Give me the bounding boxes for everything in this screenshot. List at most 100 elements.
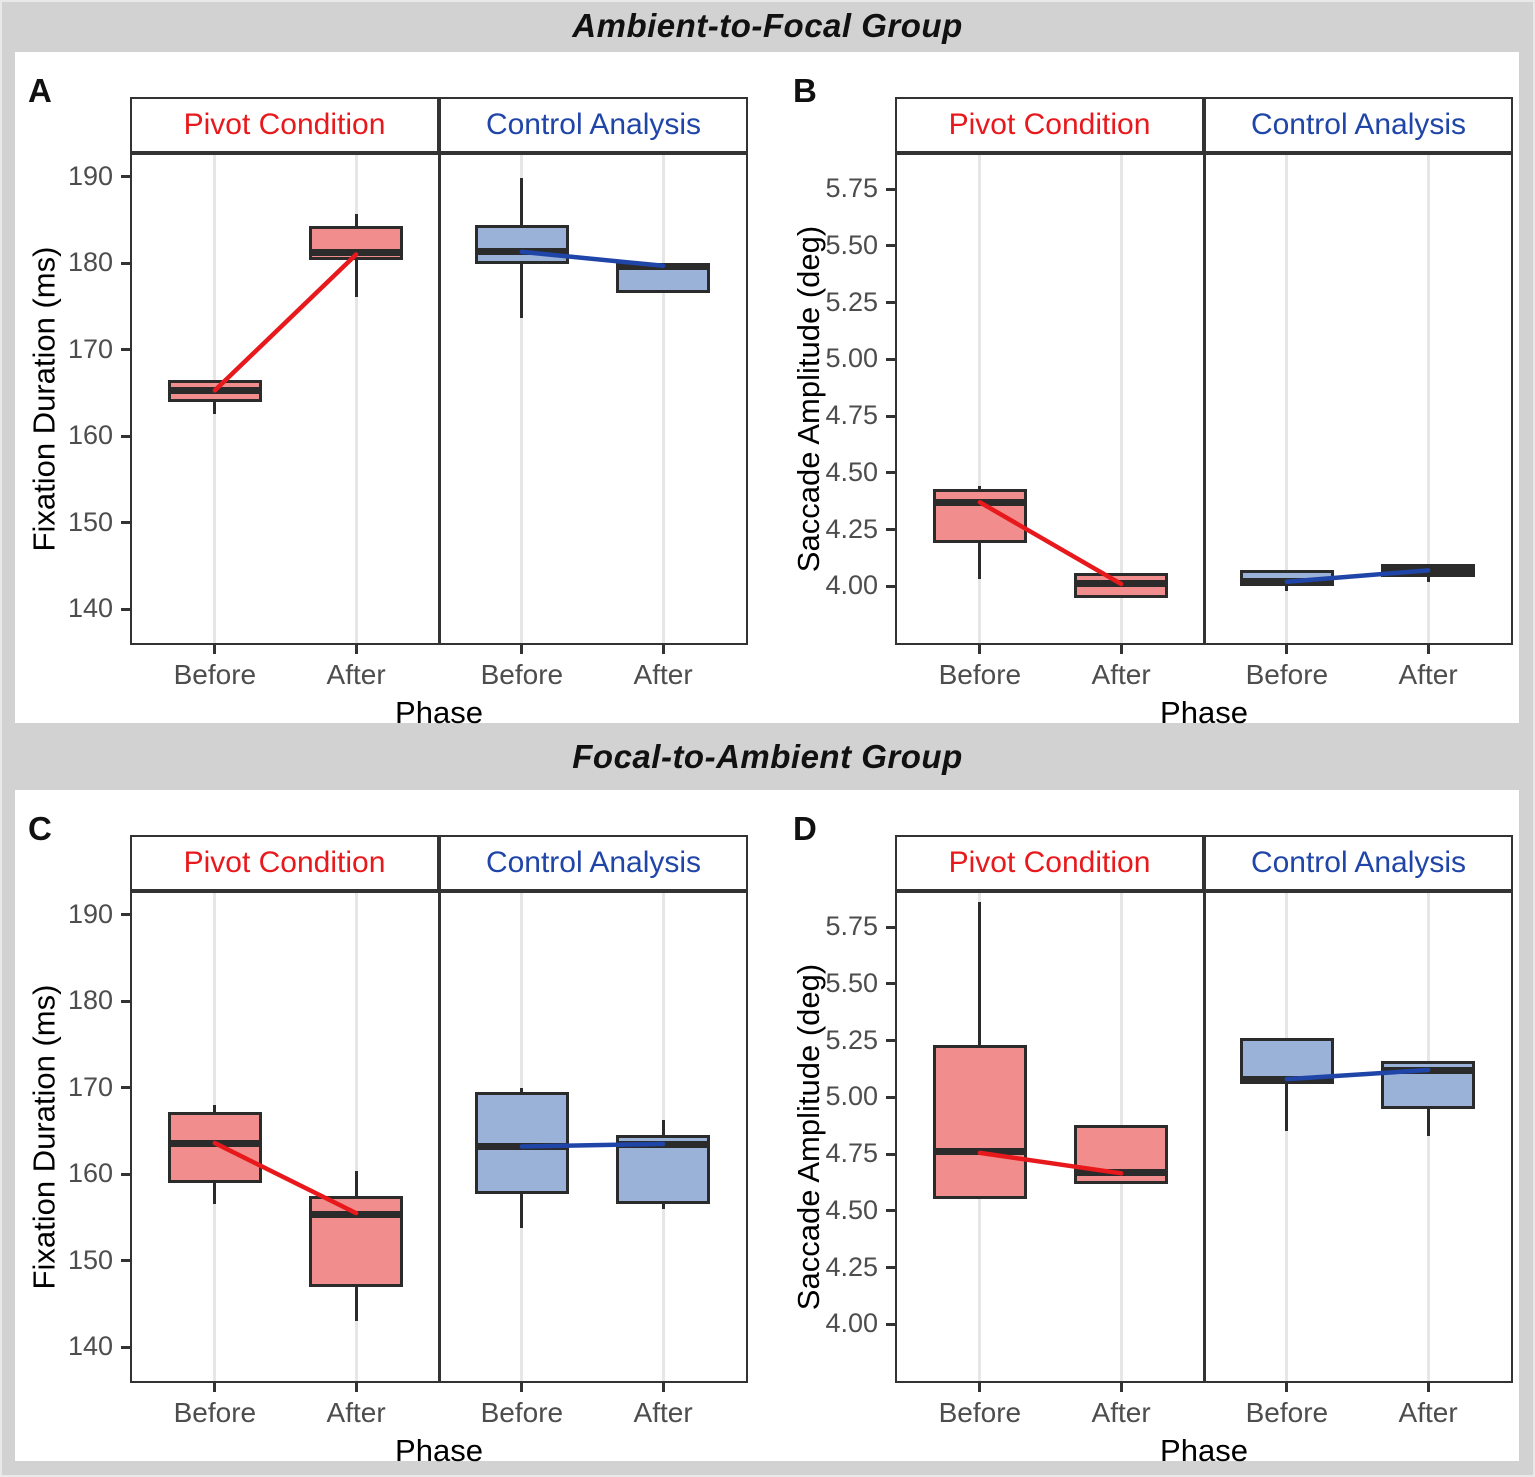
x-tick-label-before: Before	[480, 1397, 564, 1428]
facet-strip-label: Pivot Condition	[948, 108, 1151, 141]
box-before	[932, 1045, 1027, 1200]
x-tick-label-before: Before	[173, 659, 257, 690]
x-tick-label-before: Before	[938, 1397, 1022, 1428]
y-tick-mark	[121, 1086, 130, 1090]
x-tick-mark	[661, 1383, 665, 1392]
facet-strip-label: Control Analysis	[1250, 108, 1467, 141]
facet-strip-label: Pivot Condition	[948, 846, 1151, 879]
y-tick-label: 5.00	[825, 1081, 878, 1112]
facet-strip-control: Control Analysis	[439, 97, 748, 153]
y-tick-label: 150	[67, 506, 113, 537]
gridline-before	[1285, 155, 1289, 643]
y-tick-label: 180	[67, 985, 113, 1016]
x-tick-label-before: Before	[1245, 659, 1329, 690]
facet-strip-control: Control Analysis	[1204, 835, 1513, 891]
figure-card-bottom: C Fixation Duration (ms) Pivot Condition Co…	[15, 790, 1519, 1468]
y-tick-mark	[886, 301, 895, 305]
y-tick-label: 140	[67, 1331, 113, 1362]
y-tick-label: 5.25	[825, 1024, 878, 1055]
y-axis-title-text: Fixation Duration (ms)	[26, 246, 62, 552]
facet-control	[1204, 893, 1511, 1381]
figure-card-top: A Fixation Duration (ms) Pivot Condition Co…	[15, 52, 1519, 730]
facet-pivot	[132, 893, 439, 1381]
y-tick-mark	[121, 999, 130, 1003]
gridline-before	[978, 155, 982, 643]
x-tick-mark	[354, 1383, 358, 1392]
upper-whisker	[213, 1104, 217, 1112]
panel-letter-C: C	[28, 810, 52, 847]
y-tick-label: 4.75	[825, 1138, 878, 1169]
y-tick-mark	[121, 607, 130, 611]
y-tick-label: 4.25	[825, 1251, 878, 1282]
x-tick-mark	[520, 645, 524, 654]
x-tick-mark	[213, 645, 217, 654]
y-tick-label: 190	[67, 160, 113, 191]
y-tick-label: 140	[67, 593, 113, 624]
x-axis-title: Phase	[1160, 1433, 1248, 1468]
y-tick-mark	[121, 913, 130, 917]
x-tick-label-after: After	[633, 659, 693, 690]
y-tick-mark	[886, 1095, 895, 1099]
lower-whisker	[1426, 577, 1430, 582]
x-axis-title: Phase	[395, 1433, 483, 1468]
upper-whisker	[978, 486, 982, 489]
y-tick-mark	[121, 348, 130, 352]
facet-strip-label: Pivot Condition	[183, 846, 386, 879]
lower-whisker	[354, 1286, 358, 1322]
y-tick-mark	[886, 584, 895, 588]
x-tick-label-after: After	[1398, 659, 1458, 690]
facet-divider	[1202, 155, 1206, 643]
x-tick-label-after: After	[326, 659, 386, 690]
facet-divider	[437, 155, 441, 643]
facet-strip-control: Control Analysis	[439, 835, 748, 891]
y-tick-mark	[886, 471, 895, 475]
lower-whisker	[978, 543, 982, 580]
y-tick-mark	[886, 1322, 895, 1326]
group-title-bottom: Focal-to-Ambient Group	[572, 737, 963, 775]
panel-B: B Saccade Amplitude (deg) Pivot Condition C…	[780, 52, 1532, 730]
trend-line-control	[519, 1141, 666, 1149]
facet-divider	[1202, 893, 1206, 1381]
gridline-before	[1285, 893, 1289, 1381]
y-tick-label: 4.00	[825, 570, 878, 601]
x-tick-mark	[1285, 645, 1289, 654]
upper-whisker	[661, 1119, 665, 1136]
facet-pivot	[897, 893, 1204, 1381]
y-tick-mark	[886, 1209, 895, 1213]
x-axis-title: Phase	[395, 695, 483, 730]
x-tick-label-after: After	[326, 1397, 386, 1428]
lower-whisker	[661, 1204, 665, 1209]
panel-letter-D: D	[793, 810, 817, 847]
y-axis-title-text: Fixation Duration (ms)	[26, 984, 62, 1290]
x-tick-mark	[978, 1383, 982, 1392]
y-tick-label: 180	[67, 247, 113, 278]
y-tick-label: 160	[67, 1158, 113, 1189]
x-tick-mark	[1426, 645, 1430, 654]
panel-A: A Fixation Duration (ms) Pivot Condition Co…	[15, 52, 767, 730]
y-tick-label: 150	[67, 1244, 113, 1275]
gridline-after	[1119, 155, 1123, 643]
y-tick-mark	[886, 357, 895, 361]
plot-area	[895, 153, 1513, 645]
facet-strip-pivot: Pivot Condition	[895, 97, 1204, 153]
y-tick-label: 4.25	[825, 513, 878, 544]
y-tick-mark	[886, 414, 895, 418]
y-tick-label: 160	[67, 420, 113, 451]
lower-whisker	[213, 1182, 217, 1205]
gridline-after	[1426, 893, 1430, 1381]
y-tick-mark	[886, 528, 895, 531]
x-tick-label-after: After	[1091, 659, 1151, 690]
facet-pivot	[132, 155, 439, 643]
y-tick-label: 5.50	[825, 967, 878, 998]
box-before	[474, 225, 569, 264]
group-title-band-top: Ambient-to-Focal Group	[0, 0, 1535, 52]
gridline-before	[520, 155, 524, 643]
x-tick-label-after: After	[633, 1397, 693, 1428]
group-title-band-bottom: Focal-to-Ambient Group	[0, 723, 1535, 790]
gridline-after	[1426, 155, 1430, 643]
y-tick-label: 190	[67, 898, 113, 929]
facet-strip-label: Control Analysis	[1250, 846, 1467, 879]
x-tick-mark	[978, 645, 982, 654]
x-tick-mark	[1119, 645, 1123, 654]
